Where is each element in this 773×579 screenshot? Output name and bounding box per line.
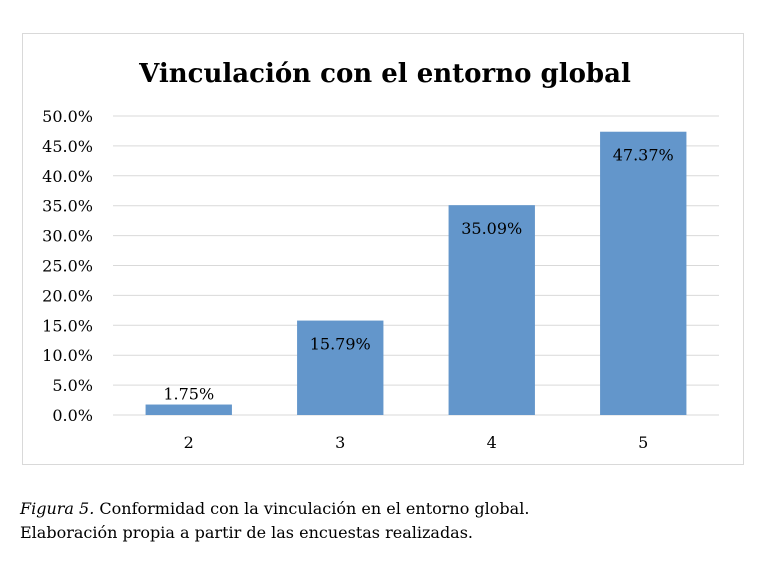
y-tick-label: 25.0% — [42, 257, 93, 276]
y-tick-label: 10.0% — [42, 346, 93, 365]
caption-text-1: Conformidad con la vinculación en el ent… — [94, 499, 530, 518]
chart-frame: Vinculación con el entorno global 0.0% 5.… — [22, 33, 744, 465]
bar-chart: Vinculación con el entorno global 0.0% 5.… — [42, 59, 719, 452]
x-tick-label: 4 — [487, 433, 497, 452]
y-tick-label: 50.0% — [42, 107, 93, 126]
chart-title: Vinculación con el entorno global — [138, 59, 631, 89]
y-tick-label: 20.0% — [42, 286, 93, 305]
data-labels: 1.75% 15.79% 35.09% 47.37% — [163, 146, 673, 404]
bar-3 — [297, 320, 384, 415]
x-axis-ticks: 2 3 4 5 — [184, 433, 649, 452]
figure-caption: Figura 5. Conformidad con la vinculación… — [20, 497, 760, 545]
x-tick-label: 3 — [335, 433, 345, 452]
bar-4 — [448, 205, 535, 415]
y-axis-ticks: 0.0% 5.0% 10.0% 15.0% 20.0% 25.0% 30.0% 35.0% 40… — [42, 107, 93, 425]
y-tick-label: 30.0% — [42, 227, 93, 246]
bar-5 — [600, 131, 687, 415]
data-label: 1.75% — [163, 385, 214, 404]
caption-line-1: Figura 5. Conformidad con la vinculación… — [20, 497, 760, 521]
x-tick-label: 2 — [184, 433, 194, 452]
data-label: 47.37% — [613, 146, 674, 165]
y-tick-label: 45.0% — [42, 137, 93, 156]
data-label: 35.09% — [461, 219, 522, 238]
x-tick-label: 5 — [638, 433, 648, 452]
y-tick-label: 5.0% — [52, 376, 93, 395]
y-tick-label: 35.0% — [42, 197, 93, 216]
y-tick-label: 40.0% — [42, 167, 93, 186]
figure-label: Figura 5. — [20, 499, 95, 518]
caption-line-2: Elaboración propia a partir de las encue… — [20, 523, 474, 542]
y-tick-label: 15.0% — [42, 316, 93, 335]
bar-2 — [145, 404, 232, 415]
y-tick-label: 0.0% — [52, 406, 93, 425]
data-label: 15.79% — [310, 335, 371, 354]
bars — [145, 131, 687, 415]
